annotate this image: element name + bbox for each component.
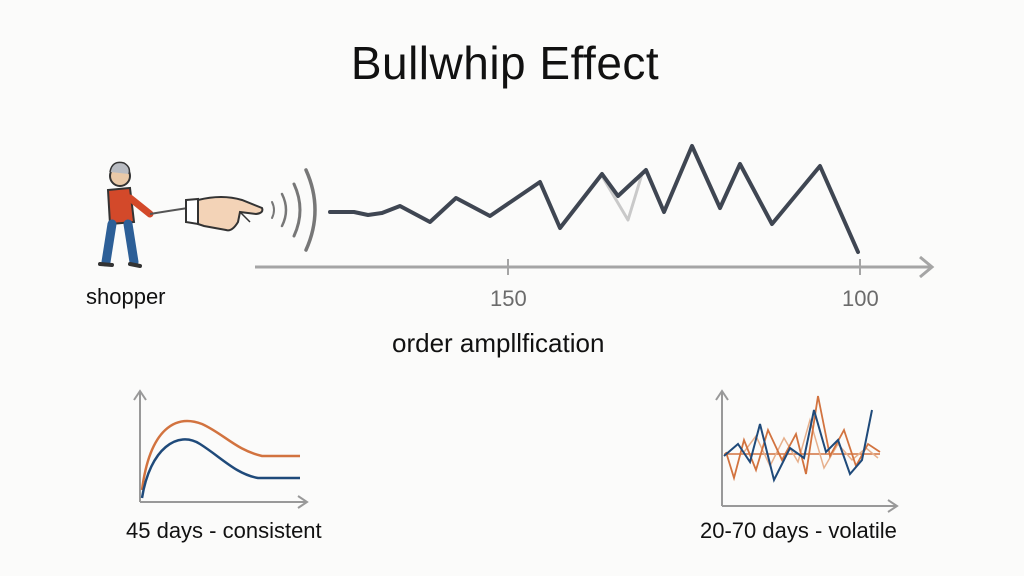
orange-curve bbox=[140, 419, 300, 491]
amplification-line bbox=[328, 144, 860, 254]
right-panel-caption: 20-70 days - volatile bbox=[700, 518, 897, 543]
shopper-label: shopper bbox=[86, 284, 166, 309]
axis-caption: order ampllfication bbox=[392, 328, 605, 358]
light-amplification-line bbox=[600, 173, 644, 222]
orange-series bbox=[725, 395, 881, 482]
axis-tick-100: 100 bbox=[842, 286, 879, 311]
blue-series bbox=[723, 409, 873, 483]
blue-curve bbox=[140, 438, 300, 499]
main-axis bbox=[255, 255, 935, 279]
consistent-lead-time-chart bbox=[133, 389, 309, 509]
page-title: Bullwhip Effect bbox=[350, 37, 660, 89]
light-orange-series bbox=[743, 417, 879, 470]
hand-icon bbox=[185, 196, 264, 232]
left-panel-caption: 45 days - consistent bbox=[126, 518, 322, 543]
axis-tick-150: 150 bbox=[490, 286, 527, 311]
person-pulling-rope-icon bbox=[98, 161, 189, 268]
sound-waves-icon bbox=[271, 168, 317, 252]
volatile-lead-time-chart bbox=[715, 389, 899, 513]
